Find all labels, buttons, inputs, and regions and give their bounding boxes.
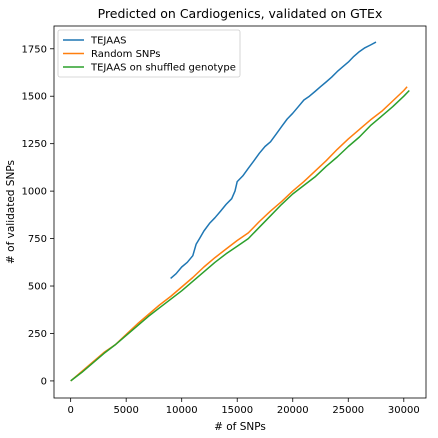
y-tick-label: 500: [28, 282, 47, 293]
y-tick-label: 1500: [22, 92, 47, 103]
y-tick-label: 750: [28, 234, 47, 245]
x-tick-label: 20000: [277, 405, 309, 416]
y-axis-ticks: 0 250 500 750 1000 1250 1500 1750: [22, 44, 54, 387]
plot-frame: [53, 25, 427, 399]
series-line-2: [70, 86, 408, 382]
chart-title: Predicted on Cardiogenics, validated on …: [98, 6, 383, 21]
x-tick-label: 10000: [166, 405, 198, 416]
x-tick-label: 5000: [113, 405, 138, 416]
legend-box: [57, 29, 241, 78]
legend: TEJAAS Random SNPs TEJAAS on shuffled geno…: [57, 29, 241, 78]
y-tick-label: 0: [41, 376, 47, 387]
x-tick-label: 0: [67, 405, 73, 416]
series-layer: [70, 41, 410, 382]
y-tick-label: 1250: [22, 139, 47, 150]
x-tick-label: 15000: [221, 405, 253, 416]
y-tick-label: 1000: [22, 187, 47, 198]
series-line-3: [70, 89, 410, 382]
y-axis-label: # of validated SNPs: [5, 160, 17, 264]
legend-label-2: Random SNPs: [91, 49, 160, 60]
legend-label-3: TEJAAS on shuffled genotype: [90, 63, 236, 74]
x-axis-ticks: 0 5000 10000 15000 20000 25000 30000: [67, 398, 420, 416]
y-tick-label: 250: [28, 329, 47, 340]
x-axis-label: # of SNPs: [214, 421, 266, 433]
x-tick-label: 30000: [388, 405, 420, 416]
series-line-1: [170, 41, 377, 279]
y-tick-label: 1750: [22, 44, 47, 55]
x-tick-label: 25000: [332, 405, 364, 416]
legend-label-1: TEJAAS: [90, 36, 127, 47]
